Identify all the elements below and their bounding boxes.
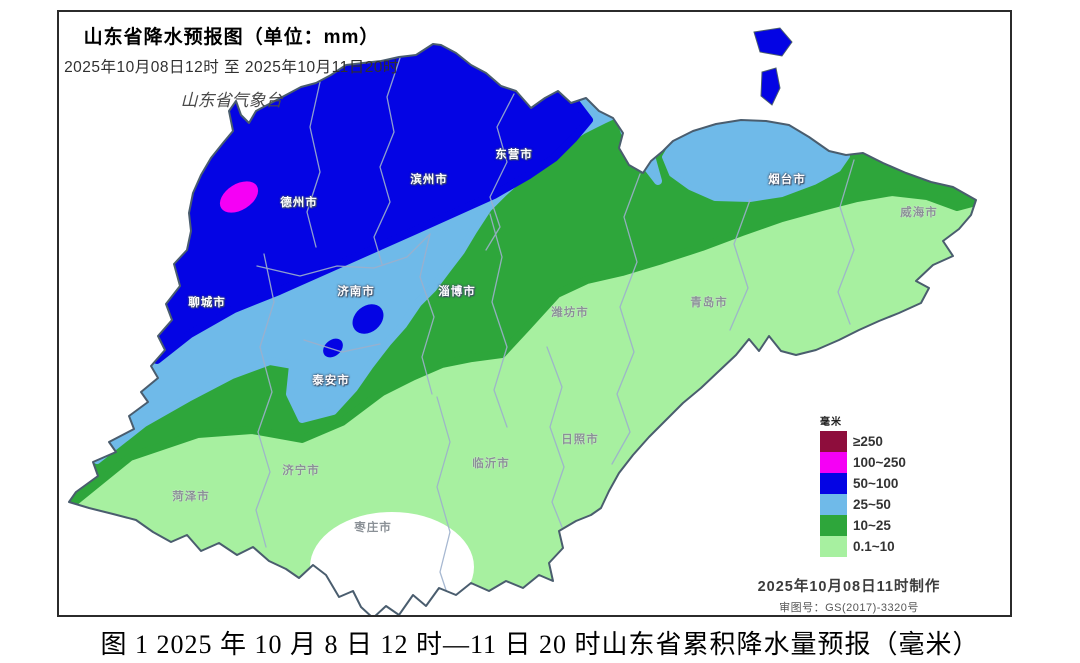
- province-outline: [68, 43, 977, 615]
- city-label-yantai: 烟台市: [768, 174, 806, 186]
- title-block: 山东省降水预报图（单位：mm） 2025年10月08日12时 至 2025年10…: [59, 22, 404, 111]
- city-label-zaozhuang: 枣庄市: [354, 522, 392, 534]
- legend-swatch: [820, 473, 847, 494]
- city-label-heze: 菏泽市: [172, 491, 210, 503]
- zone-blob-blue-1: [352, 304, 384, 334]
- map-title: 山东省降水预报图（单位：mm）: [83, 27, 380, 48]
- city-label-rizhao: 日照市: [561, 434, 599, 446]
- legend-item-0: ≥250: [820, 431, 906, 452]
- legend-item-2: 50~100: [820, 473, 906, 494]
- legend-label: 0.1~10: [853, 539, 895, 554]
- legend-title: 毫米: [820, 417, 842, 428]
- internal-boundaries: [255, 57, 855, 603]
- legend-item-1: 100~250: [820, 452, 906, 473]
- island-north-1: [753, 27, 793, 57]
- city-label-linyi: 临沂市: [472, 458, 510, 470]
- legend-swatch: [820, 515, 847, 536]
- legend-swatch: [820, 452, 847, 473]
- map-frame: 德州市 滨州市 东营市聊城市 济南市 淄博市潍坊市 烟台市威海市青岛市泰安市日照市临沂市济…: [57, 10, 1012, 617]
- city-label-dezhou: 德州市: [280, 197, 318, 209]
- city-label-weihai: 威海市: [900, 207, 938, 219]
- legend-label: 100~250: [853, 455, 906, 470]
- city-label-liaocheng: 聊城市: [188, 297, 226, 309]
- legend-swatch: [820, 494, 847, 515]
- city-label-jining: 济宁市: [282, 465, 320, 477]
- zone-magenta-spot: [219, 181, 259, 213]
- legend-label: 50~100: [853, 476, 899, 491]
- city-label-jinan: 济南市: [337, 286, 375, 298]
- legend-label: ≥250: [853, 434, 883, 449]
- legend-label: 10~25: [853, 518, 891, 533]
- legend: 毫米 ≥250 100~250 50~100 25~50 10~25: [820, 413, 906, 557]
- shandong-precipitation-map: [68, 27, 977, 615]
- legend-swatch: [820, 431, 847, 452]
- city-label-dongying: 东营市: [495, 149, 533, 161]
- city-label-layer: 德州市 滨州市 东营市聊城市 济南市 淄博市潍坊市 烟台市威海市青岛市泰安市日照市临沂市济…: [59, 12, 1014, 619]
- review-number: 审图号：GS(2017)-3320号: [779, 602, 919, 614]
- map-agency: 山东省气象台: [180, 91, 283, 110]
- legend-item-4: 10~25: [820, 515, 906, 536]
- made-note: 2025年10月08日11时制作: [757, 579, 941, 595]
- city-label-binzhou: 滨州市: [410, 174, 448, 186]
- map-subtitle: 2025年10月08日12时 至 2025年10月11日20时: [64, 59, 399, 76]
- legend-swatch: [820, 536, 847, 557]
- legend-item-3: 25~50: [820, 494, 906, 515]
- note-block: 2025年10月08日11时制作 审图号：GS(2017)-3320号: [699, 575, 999, 615]
- city-label-weifang: 潍坊市: [551, 307, 589, 319]
- legend-label: 25~50: [853, 497, 891, 512]
- city-label-qingdao: 青岛市: [690, 297, 728, 309]
- zone-blob-blue-2: [323, 338, 343, 358]
- city-label-zibo: 淄博市: [438, 286, 476, 298]
- city-label-taian: 泰安市: [312, 375, 350, 387]
- legend-item-5: 0.1~10: [820, 536, 906, 557]
- island-north-2: [760, 67, 781, 106]
- figure-caption: 图 1 2025 年 10 月 8 日 12 时—11 日 20 时山东省累积降…: [100, 630, 980, 659]
